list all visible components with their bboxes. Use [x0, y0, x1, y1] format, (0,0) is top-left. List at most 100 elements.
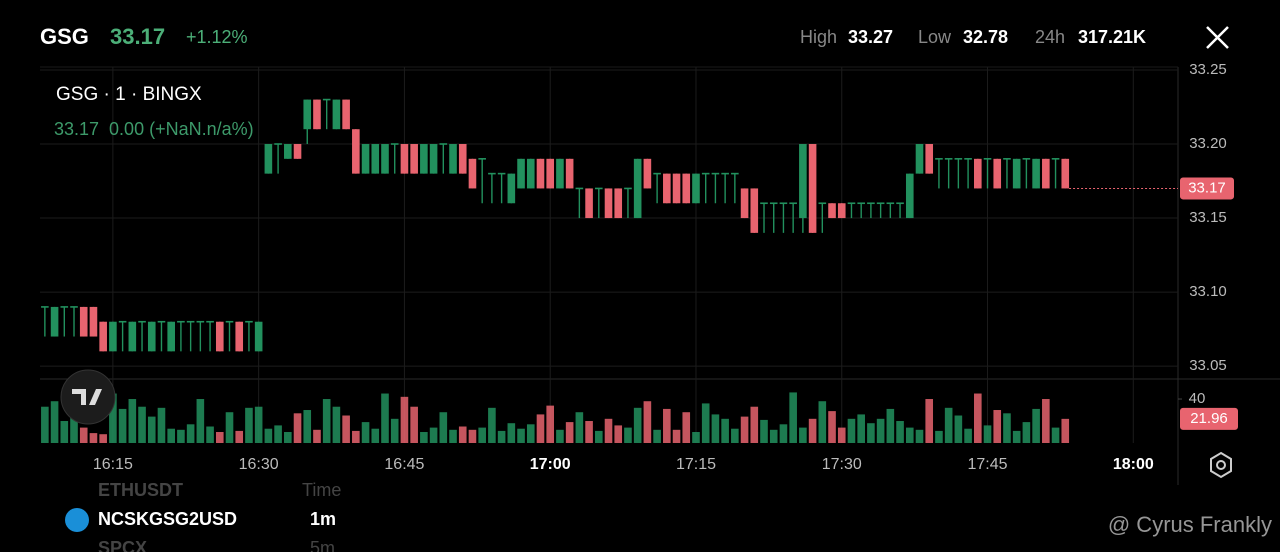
candle-body: [925, 144, 934, 174]
candle-body: [507, 173, 516, 204]
volume-bar: [837, 427, 846, 443]
volume-bar: [420, 432, 428, 443]
price: 33.17: [110, 24, 165, 49]
volume-bar: [905, 427, 914, 443]
volume-bar: [1051, 427, 1060, 443]
footer-symbol[interactable]: ETHUSDT: [98, 480, 183, 500]
last-price-label: 33.17: [1188, 179, 1226, 196]
candle-body: [79, 306, 88, 337]
candle-body: [1022, 158, 1031, 160]
volume-bar: [692, 432, 700, 443]
settings-icon[interactable]: [1210, 451, 1232, 479]
volume-bar: [624, 427, 632, 443]
candle-body: [177, 320, 185, 323]
volume-bar: [167, 428, 175, 443]
candle-body: [808, 144, 817, 233]
candle-body: [118, 320, 127, 323]
y-tick-label: 33.25: [1189, 61, 1227, 78]
volume-bar: [293, 413, 302, 443]
candle-body: [964, 158, 972, 160]
volume-bar: [264, 428, 273, 443]
candle-body: [711, 172, 720, 175]
volume-bar: [157, 407, 166, 443]
volume-bar: [585, 421, 593, 443]
volume-bar: [604, 418, 613, 443]
volume-bar: [449, 429, 457, 443]
volume-bar: [847, 418, 856, 443]
volume-bar: [682, 412, 691, 443]
volume-bar: [896, 421, 904, 443]
last-volume-badge: [1180, 407, 1238, 430]
x-tick-label: 17:30: [822, 456, 862, 473]
change: +1.12%: [186, 27, 248, 47]
candle-body: [750, 188, 759, 233]
last-volume-label: 21.96: [1190, 410, 1228, 427]
candle-body: [983, 158, 992, 160]
candle-body: [789, 202, 797, 205]
candle-body: [847, 202, 856, 205]
candle-body: [672, 173, 681, 204]
volume-bar: [740, 416, 749, 443]
candle-body: [594, 187, 603, 190]
candle-body: [818, 202, 827, 205]
candle-body: [206, 320, 214, 323]
candle-body: [352, 129, 360, 174]
candle-body: [740, 188, 749, 219]
candle-body: [60, 306, 69, 308]
last-price-badge: [1180, 177, 1234, 200]
close-button[interactable]: [1206, 26, 1229, 49]
volume-bar: [50, 401, 59, 443]
volume-bar: [1042, 399, 1050, 443]
candle-body: [779, 202, 788, 205]
candle-body: [235, 321, 244, 352]
candle-body: [371, 144, 380, 174]
volume-bar: [653, 429, 661, 443]
volume-bar: [886, 408, 895, 443]
volume-bar: [1003, 413, 1011, 443]
volume-bar: [828, 411, 836, 443]
candle-body: [390, 143, 399, 145]
x-tick-label: 17:00: [530, 456, 571, 473]
candle-body: [935, 158, 943, 160]
candle-body: [1032, 158, 1040, 189]
ishares-icon: [65, 508, 89, 532]
tradingview-logo[interactable]: [60, 369, 116, 425]
candle-body: [313, 99, 321, 130]
candle-body: [769, 202, 778, 205]
volume-bar: [517, 428, 525, 443]
volume-bar: [322, 399, 331, 443]
candle-body: [478, 158, 486, 160]
volume-bar: [313, 429, 321, 443]
high: 33.27: [848, 27, 893, 47]
candle-body: [109, 321, 117, 352]
volume-bar: [225, 412, 234, 443]
volume-bar: [468, 429, 477, 443]
y-tick-label: 40: [1189, 390, 1206, 407]
candle-body: [361, 144, 370, 174]
volume-bar: [663, 408, 671, 443]
volume-bar: [70, 412, 78, 443]
candle-body: [89, 306, 98, 337]
volume-bar: [731, 428, 739, 443]
volume-bar: [614, 425, 623, 443]
candle-body: [867, 202, 875, 205]
candle-body: [449, 144, 457, 174]
footer: ETHUSDT Time NCSKGSG2USD 1m SPCX 5m @ Cy…: [65, 480, 1272, 552]
candle-body: [254, 321, 263, 352]
symbol[interactable]: GSG: [40, 24, 89, 49]
candle-body: [293, 144, 302, 159]
footer-symbol[interactable]: SPCX: [98, 538, 147, 552]
volume-bar: [60, 421, 69, 443]
candle-body: [565, 158, 574, 189]
candle-body: [653, 172, 661, 175]
volume-bar: [206, 426, 214, 443]
volume-bar: [556, 429, 564, 443]
candle-body: [633, 158, 642, 219]
volume-bar: [332, 406, 341, 443]
volume-bar: [99, 434, 107, 443]
volume-bar: [342, 415, 350, 443]
candle-body: [342, 99, 350, 130]
footer-symbol[interactable]: NCSKGSG2USD: [98, 509, 237, 529]
volume-bar: [245, 407, 253, 443]
